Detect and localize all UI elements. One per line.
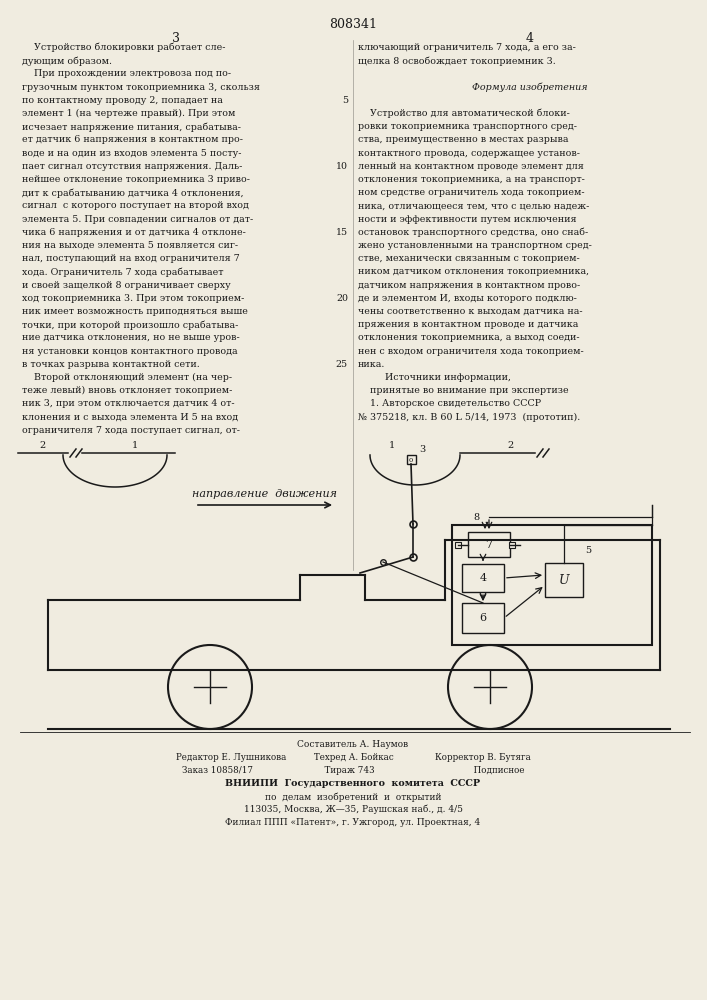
Text: воде и на один из входов элемента 5 посту-: воде и на один из входов элемента 5 пост… (22, 149, 242, 158)
Text: отклонения токоприемника, а на транспорт-: отклонения токоприемника, а на транспорт… (358, 175, 585, 184)
Text: дит к срабатыванию датчика 4 отклонения,: дит к срабатыванию датчика 4 отклонения, (22, 188, 244, 198)
Text: и своей защелкой 8 ограничивает сверху: и своей защелкой 8 ограничивает сверху (22, 281, 230, 290)
Text: нен с входом ограничителя хода токоприем-: нен с входом ограничителя хода токоприем… (358, 347, 584, 356)
Text: клонения и с выхода элемента И 5 на вход: клонения и с выхода элемента И 5 на вход (22, 413, 238, 422)
Text: 8: 8 (473, 513, 479, 522)
Text: Устройство блокировки работает сле-: Устройство блокировки работает сле- (22, 43, 226, 52)
Text: ства, преимущественно в местах разрыва: ства, преимущественно в местах разрыва (358, 135, 568, 144)
Text: жено установленными на транспортном сред-: жено установленными на транспортном сред… (358, 241, 592, 250)
Text: отклонения токоприемника, а выход соеди-: отклонения токоприемника, а выход соеди- (358, 333, 580, 342)
Text: 808341: 808341 (329, 18, 377, 31)
Text: принятые во внимание при экспертизе: принятые во внимание при экспертизе (358, 386, 568, 395)
Text: де и элементом И, входы которого подклю-: де и элементом И, входы которого подклю- (358, 294, 577, 303)
Text: Составитель А. Наумов: Составитель А. Наумов (298, 740, 409, 749)
Text: 4: 4 (479, 573, 486, 583)
Text: остановок транспортного средства, оно снаб-: остановок транспортного средства, оно сн… (358, 228, 588, 237)
Text: 4: 4 (526, 32, 534, 45)
Text: по контактному проводу 2, попадает на: по контактному проводу 2, попадает на (22, 96, 223, 105)
Text: ном средстве ограничитель хода токоприем-: ном средстве ограничитель хода токоприем… (358, 188, 585, 197)
Bar (452, 525, 652, 645)
Text: дующим образом.: дующим образом. (22, 56, 112, 66)
Text: 1: 1 (389, 441, 395, 450)
Bar (545, 563, 583, 597)
Text: 3: 3 (172, 32, 180, 45)
Text: 1. Авторское свидетельство СССР: 1. Авторское свидетельство СССР (358, 399, 541, 408)
Text: ровки токоприемника транспортного сред-: ровки токоприемника транспортного сред- (358, 122, 577, 131)
Bar (468, 532, 510, 557)
Text: 113035, Москва, Ж—35, Раушская наб., д. 4/5: 113035, Москва, Ж—35, Раушская наб., д. … (243, 805, 462, 814)
Text: 25: 25 (336, 360, 348, 369)
Bar (462, 564, 504, 592)
Text: 7: 7 (486, 540, 493, 550)
Text: Источники информации,: Источники информации, (358, 373, 511, 382)
Text: 3: 3 (419, 445, 425, 454)
Text: в точках разрыва контактной сети.: в точках разрыва контактной сети. (22, 360, 200, 369)
Text: 2: 2 (507, 441, 513, 450)
Text: точки, при которой произошло срабатыва-: точки, при которой произошло срабатыва- (22, 320, 238, 330)
Text: о: о (409, 456, 413, 464)
Text: При прохождении электровоза под по-: При прохождении электровоза под по- (22, 69, 231, 78)
Text: 2: 2 (39, 441, 45, 450)
Bar (462, 603, 504, 633)
Text: исчезает напряжение питания, срабатыва-: исчезает напряжение питания, срабатыва- (22, 122, 241, 132)
Text: стве, механически связанным с токоприем-: стве, механически связанным с токоприем- (358, 254, 580, 263)
Text: ВНИИПИ  Государственного  комитета  СССР: ВНИИПИ Государственного комитета СССР (226, 779, 481, 788)
Text: Формула изобретения: Формула изобретения (472, 83, 588, 92)
Text: U: U (559, 574, 569, 586)
Text: по  делам  изобретений  и  открытий: по делам изобретений и открытий (264, 792, 441, 802)
Text: сигнал  с которого поступает на второй вход: сигнал с которого поступает на второй вх… (22, 201, 249, 210)
Text: чены соответственно к выходам датчика на-: чены соответственно к выходам датчика на… (358, 307, 583, 316)
Text: пает сигнал отсутствия напряжения. Даль-: пает сигнал отсутствия напряжения. Даль- (22, 162, 243, 171)
Text: ключающий ограничитель 7 хода, а его за-: ключающий ограничитель 7 хода, а его за- (358, 43, 576, 52)
Text: ник имеет возможность приподняться выше: ник имеет возможность приподняться выше (22, 307, 248, 316)
Text: ленный на контактном проводе элемент для: ленный на контактном проводе элемент для (358, 162, 584, 171)
Text: Заказ 10858/17                          Тираж 743                               : Заказ 10858/17 Тираж 743 (182, 766, 525, 775)
Text: ности и эффективности путем исключения: ности и эффективности путем исключения (358, 215, 577, 224)
Text: ние датчика отклонения, но не выше уров-: ние датчика отклонения, но не выше уров- (22, 333, 240, 342)
Text: Второй отклоняющий элемент (на чер-: Второй отклоняющий элемент (на чер- (22, 373, 232, 382)
Text: датчиком напряжения в контактном прово-: датчиком напряжения в контактном прово- (358, 281, 580, 290)
Text: ника.: ника. (358, 360, 385, 369)
Text: ния на выходе элемента 5 появляется сиг-: ния на выходе элемента 5 появляется сиг- (22, 241, 238, 250)
Text: ход токоприемника 3. При этом токоприем-: ход токоприемника 3. При этом токоприем- (22, 294, 245, 303)
Text: 6: 6 (479, 613, 486, 623)
Text: ет датчик 6 напряжения в контактном про-: ет датчик 6 напряжения в контактном про- (22, 135, 243, 144)
Text: щелка 8 освобождает токоприемник 3.: щелка 8 освобождает токоприемник 3. (358, 56, 556, 66)
Text: 5: 5 (342, 96, 348, 105)
Text: элемент 1 (на чертеже правый). При этом: элемент 1 (на чертеже правый). При этом (22, 109, 235, 118)
Text: грузочным пунктом токоприемника 3, скользя: грузочным пунктом токоприемника 3, сколь… (22, 83, 260, 92)
Text: нал, поступающий на вход ограничителя 7: нал, поступающий на вход ограничителя 7 (22, 254, 240, 263)
Text: пряжения в контактном проводе и датчика: пряжения в контактном проводе и датчика (358, 320, 578, 329)
Text: Редактор Е. Лушникова          Техред А. Бойкас               Корректор В. Бутяг: Редактор Е. Лушникова Техред А. Бойкас К… (175, 753, 530, 762)
Text: нейшее отклонение токоприемника 3 приво-: нейшее отклонение токоприемника 3 приво- (22, 175, 250, 184)
Text: теже левый) вновь отклоняет токоприем-: теже левый) вновь отклоняет токоприем- (22, 386, 233, 395)
Text: 5: 5 (585, 546, 591, 555)
Text: № 375218, кл. В 60 L 5/14, 1973  (прототип).: № 375218, кл. В 60 L 5/14, 1973 (прототи… (358, 413, 580, 422)
Text: ограничителя 7 хода поступает сигнал, от-: ограничителя 7 хода поступает сигнал, от… (22, 426, 240, 435)
Text: 1: 1 (132, 441, 138, 450)
Text: 10: 10 (336, 162, 348, 171)
Text: 15: 15 (336, 228, 348, 237)
Text: контактного провода, содержащее установ-: контактного провода, содержащее установ- (358, 149, 580, 158)
Text: 20: 20 (336, 294, 348, 303)
Text: Филиал ППП «Патент», г. Ужгород, ул. Проектная, 4: Филиал ППП «Патент», г. Ужгород, ул. Про… (226, 818, 481, 827)
Text: ника, отличающееся тем, что с целью надеж-: ника, отличающееся тем, что с целью наде… (358, 201, 590, 210)
Bar (509, 542, 515, 548)
Text: хода. Ограничитель 7 хода срабатывает: хода. Ограничитель 7 хода срабатывает (22, 267, 223, 277)
Text: ник 3, при этом отключается датчик 4 от-: ник 3, при этом отключается датчик 4 от- (22, 399, 235, 408)
Text: направление  движения: направление движения (192, 489, 337, 499)
Text: ня установки концов контактного провода: ня установки концов контактного провода (22, 347, 238, 356)
Text: ником датчиком отклонения токоприемника,: ником датчиком отклонения токоприемника, (358, 267, 589, 276)
Text: чика 6 напряжения и от датчика 4 отклоне-: чика 6 напряжения и от датчика 4 отклоне… (22, 228, 246, 237)
Bar (407, 455, 416, 464)
Bar (455, 542, 461, 548)
Text: элемента 5. При совпадении сигналов от дат-: элемента 5. При совпадении сигналов от д… (22, 215, 253, 224)
Text: Устройство для автоматической блоки-: Устройство для автоматической блоки- (358, 109, 570, 118)
